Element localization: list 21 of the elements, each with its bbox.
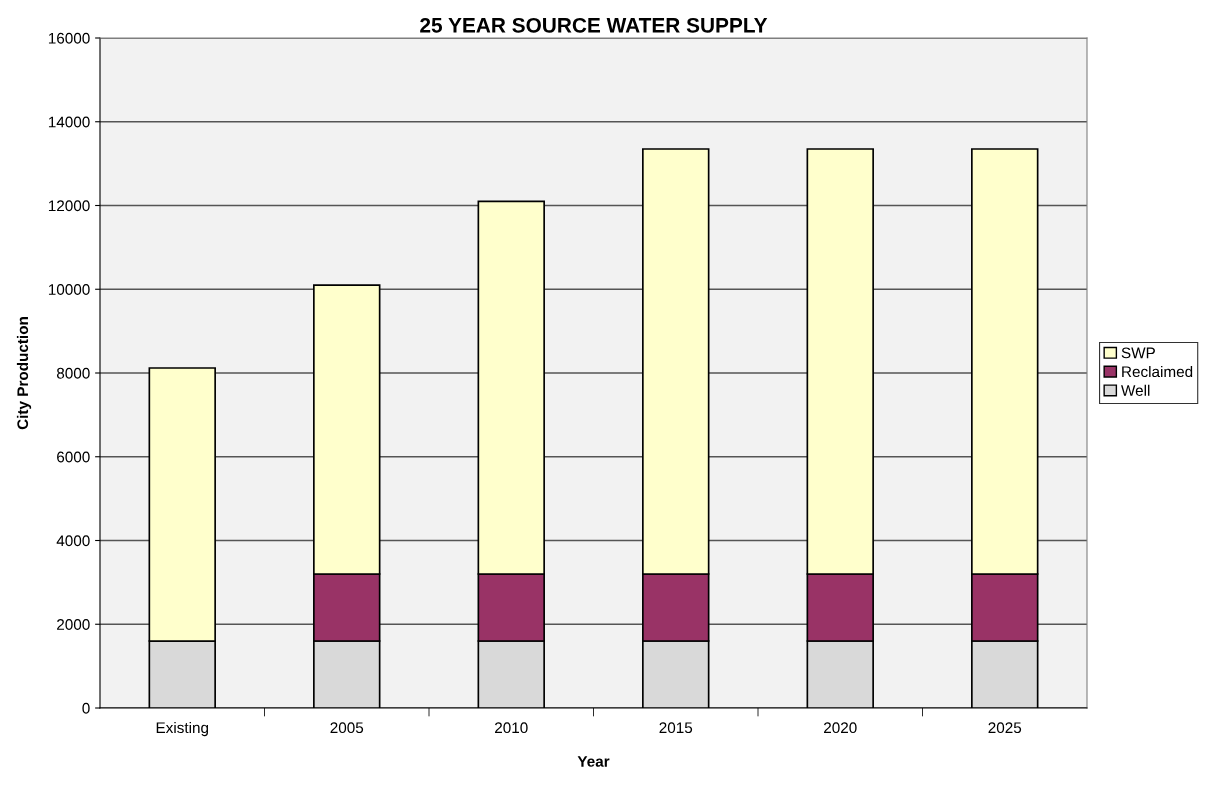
y-tick-label: 4000 [56, 535, 90, 547]
y-tick-label: 16000 [48, 32, 90, 44]
x-tick-label: 2015 [659, 722, 693, 734]
y-tick-label: 0 [82, 702, 90, 714]
y-tick-label: 14000 [48, 116, 90, 128]
y-tick-label: 6000 [57, 451, 90, 463]
y-tick-label: 12000 [48, 200, 90, 212]
x-tick-label: 2010 [495, 722, 528, 734]
legend-label: SWP [1121, 347, 1155, 359]
legend-label: Reclaimed [1122, 365, 1193, 378]
y-axis-title: City Production [16, 317, 32, 430]
x-tick-label: Existing [156, 721, 209, 737]
y-tick-label: 8000 [56, 367, 90, 379]
y-tick-label: 10000 [48, 284, 90, 295]
chart-title: 25 YEAR SOURCE WATER SUPPLY [420, 17, 768, 33]
legend-label: Well [1121, 384, 1150, 396]
x-tick-label: 2025 [988, 722, 1022, 734]
x-axis-title: Year [577, 756, 610, 767]
x-tick-label: 2020 [824, 722, 857, 734]
x-tick-label: 2005 [330, 722, 364, 734]
y-tick-label: 2000 [57, 619, 90, 630]
